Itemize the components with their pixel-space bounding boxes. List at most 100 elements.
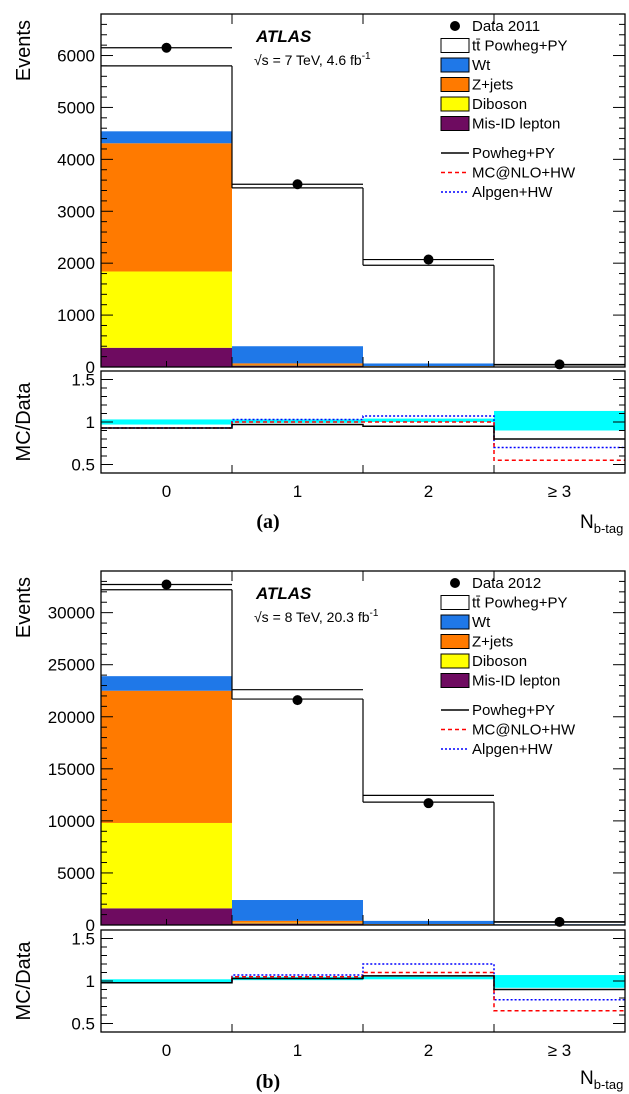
ratio-uncertainty-band: [232, 419, 363, 423]
legend-label-diboson: Diboson: [472, 653, 527, 670]
legend-label-ttbar: tt̄ Powheg+PY: [472, 595, 567, 612]
ratio-tick-label: 1: [86, 972, 95, 991]
panel-label: (a): [256, 511, 279, 533]
lumi-exponent: -1: [370, 608, 379, 619]
x-axis-label-sub: b-tag: [594, 521, 624, 536]
legend-data-label: Data 2012: [472, 575, 541, 592]
y-tick-label: 2000: [57, 254, 95, 273]
lumi-exponent: -1: [362, 51, 371, 62]
ratio-line-mcatnlo: [101, 971, 625, 1012]
data-point: [423, 798, 434, 809]
stack-bar-diboson: [101, 822, 232, 909]
legend-swatch-misid: [440, 673, 470, 688]
legend-label-misid: Mis-ID lepton: [472, 673, 560, 690]
y-tick-label: 25000: [48, 656, 95, 675]
data-point: [292, 179, 303, 190]
legend-swatch-misid: [440, 116, 470, 131]
y-tick-label: 3000: [57, 202, 95, 221]
legend-label-powheg: Powheg+PY: [472, 702, 555, 719]
x-axis-label: Nb-tag: [580, 512, 623, 536]
ratio-line-powheg: [101, 975, 625, 991]
x-axis-label-main: N: [580, 1068, 594, 1089]
energy-lumi-label: √s = 8 TeV, 20.3 fb-1: [254, 608, 379, 625]
legend-label-alpgen: Alpgen+HW: [472, 184, 553, 201]
ratio-uncertainty-band: [363, 418, 494, 422]
y-axis-label: Events: [13, 577, 35, 638]
y-tick-label: 6000: [57, 47, 95, 66]
stack-bar-wt: [232, 900, 363, 921]
legend-label-diboson: Diboson: [472, 96, 527, 113]
x-tick-label: 1: [293, 482, 302, 501]
legend-data-marker: [450, 21, 460, 31]
ratio-tick-label: 0.5: [71, 1015, 95, 1034]
y-tick-label: 5000: [57, 98, 95, 117]
ratio-uncertainty-band: [101, 979, 232, 984]
legend-swatch-ttbar: [440, 595, 470, 610]
legend-swatch-diboson: [440, 96, 470, 112]
stack-bar-zjets: [101, 690, 232, 823]
x-tick-label: 0: [162, 1041, 171, 1060]
legend-label-mcatnlo: MC@NLO+HW: [472, 722, 576, 739]
y-tick-label: 15000: [48, 760, 95, 779]
stack-bar-wt: [101, 131, 232, 144]
x-axis-label: Nb-tag: [580, 1068, 623, 1092]
y-tick-label: 20000: [48, 708, 95, 727]
y-tick-label: 30000: [48, 604, 95, 623]
y-axis-label: Events: [13, 20, 35, 81]
stack-bar-zjets: [101, 143, 232, 272]
x-tick-label: 1: [293, 1041, 302, 1060]
y-tick-label: 10000: [48, 812, 95, 831]
legend-label-alpgen: Alpgen+HW: [472, 741, 553, 758]
x-tick-label: 2: [424, 482, 433, 501]
energy-lumi-text: √s = 8 TeV, 20.3 fb: [254, 609, 370, 625]
legend-label-wt: Wt: [472, 614, 491, 631]
legend-label-wt: Wt: [472, 57, 491, 74]
stack-bar-misid: [101, 347, 232, 367]
ratio-uncertainty-band: [101, 419, 232, 425]
y-tick-label: 1000: [57, 306, 95, 325]
legend-swatch-wt: [440, 57, 470, 73]
ratio-tick-label: 1.5: [71, 371, 95, 390]
y-tick-label: 5000: [57, 864, 95, 883]
ratio-uncertainty-band: [363, 976, 494, 980]
x-axis-label-main: N: [580, 512, 594, 533]
panel-b: 0 5000 10000 15000 20000 25000 30000 Events ATLA…: [13, 570, 626, 1093]
energy-lumi-label: √s = 7 TeV, 4.6 fb-1: [254, 51, 371, 68]
y-tick-label: 4000: [57, 150, 95, 169]
legend-label-ttbar: tt̄ Powheg+PY: [472, 38, 567, 55]
energy-lumi-text: √s = 7 TeV, 4.6 fb: [254, 52, 362, 68]
stack-bar-wt: [232, 346, 363, 364]
ratio-line-powheg: [101, 423, 625, 440]
ratio-y-axis-label: MC/Data: [13, 941, 35, 1021]
x-axis-label-sub: b-tag: [594, 1077, 624, 1092]
legend-swatch-wt: [440, 614, 470, 630]
legend-label-mcatnlo: MC@NLO+HW: [472, 165, 576, 182]
x-tick-label: 2: [424, 1041, 433, 1060]
legend-swatch-zjets: [440, 634, 470, 649]
ratio-tick-label: 1: [86, 413, 95, 432]
legend-data-marker: [450, 578, 460, 588]
legend-swatch-diboson: [440, 653, 470, 669]
legend-label-misid: Mis-ID lepton: [472, 116, 560, 133]
panel-a: 0 1000 2000 3000 4000 5000 6000 Events ATLAS √s =…: [13, 13, 626, 536]
data-point: [292, 695, 303, 706]
ratio-tick-label: 1.5: [71, 930, 95, 949]
data-point: [161, 42, 172, 53]
ratio-line-mcatnlo: [101, 421, 625, 461]
x-tick-label: 0: [162, 482, 171, 501]
legend-swatch-ttbar: [440, 38, 470, 53]
ratio-tick-label: 0.5: [71, 456, 95, 475]
atlas-label: ATLAS: [255, 584, 312, 603]
y-tick-label: 0: [86, 916, 95, 935]
y-tick-label: 0: [86, 358, 95, 377]
stack-bar-misid: [101, 908, 232, 925]
legend-label-zjets: Z+jets: [472, 634, 513, 651]
ratio-y-axis-label: MC/Data: [13, 382, 35, 462]
legend-label-zjets: Z+jets: [472, 77, 513, 94]
stack-bar-diboson: [101, 271, 232, 348]
x-tick-label: ≥ 3: [548, 1041, 572, 1060]
panel-label: (b): [256, 1071, 280, 1093]
legend-data-label: Data 2011: [472, 18, 540, 35]
data-point: [423, 254, 434, 265]
